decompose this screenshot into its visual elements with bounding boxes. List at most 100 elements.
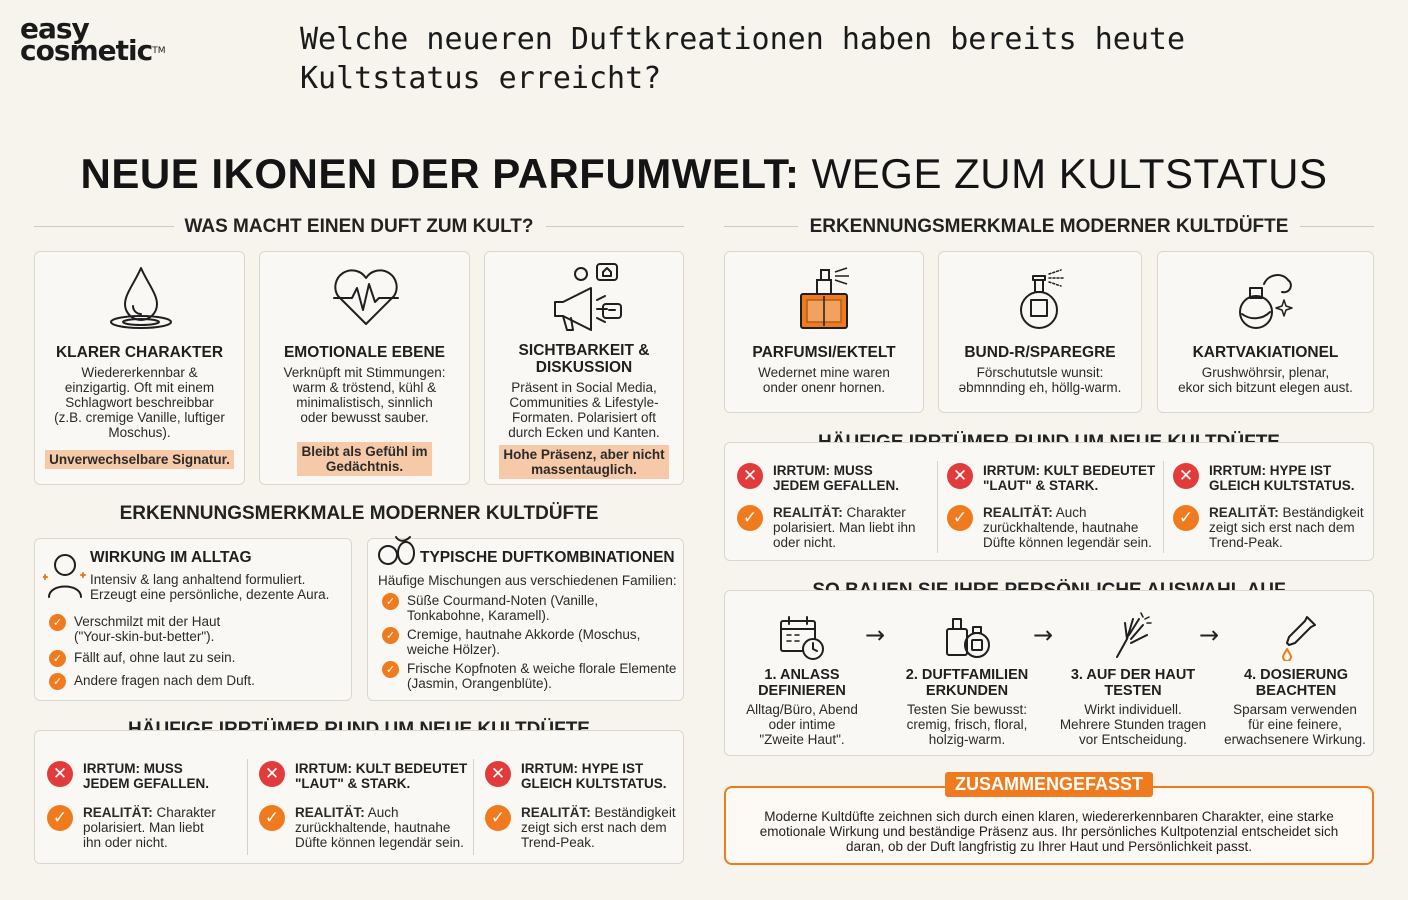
check-icon: ✓ bbox=[259, 805, 285, 831]
cross-icon: ✕ bbox=[1173, 463, 1199, 489]
card-title: PARFUMSI/EKTELT bbox=[752, 344, 896, 361]
person-icon bbox=[43, 554, 86, 598]
main-title: NEUE IKONEN DER PARFUMWELT: WEGE ZUM KUL… bbox=[80, 150, 1328, 197]
cross-icon: ✕ bbox=[947, 463, 973, 489]
myth-item: ✕ IRRTUM: HYPE IST GLEICH KULTSTATUS. ✓ REA… bbox=[485, 761, 680, 850]
step-title: 4. DOSIERUNG BEACHTEN bbox=[1244, 667, 1348, 699]
check-icon: ✓ bbox=[947, 505, 973, 531]
divider bbox=[247, 759, 248, 855]
summary-label: ZUSAMMENGEFASST bbox=[944, 772, 1153, 797]
card-wirkung-alltag: WIRKUNG IM ALLTAG Intensiv & lang anhalt… bbox=[34, 538, 352, 701]
easycosmetic-logo: easy cosmeticTM bbox=[20, 12, 166, 65]
logo-line1: easy bbox=[20, 12, 90, 45]
check-icon: ✓ bbox=[47, 805, 73, 831]
check-icon: ✓ bbox=[382, 593, 399, 610]
step-title: 1. ANLASS DEFINIEREN bbox=[758, 667, 846, 699]
card-text: Grushwöhrsir, plenar, ekor sich bitzunt e… bbox=[1178, 365, 1353, 395]
card-text: Verknüpft mit Stimmungen: warm & tröstend… bbox=[283, 365, 446, 425]
check-icon: ✓ bbox=[737, 505, 763, 531]
section-title-erkennungsmerkmale-right: ERKENNUNGSMERKMALE MODERNER KULTDÜFTE bbox=[809, 216, 1289, 237]
myth-item: ✕ IRRTUM: MUSS JEDEM GEFALLEN. ✓ REALITÄT: … bbox=[47, 761, 247, 850]
list-item: ✓ Verschmilzt mit der Haut ("Your-skin-but… bbox=[49, 614, 255, 644]
myths-panel-left: ✕ IRRTUM: MUSS JEDEM GEFALLEN. ✓ REALITÄT: … bbox=[34, 730, 684, 864]
card-klarer-charakter: KLARER CHARAKTER Wiedererkennbar & einzig… bbox=[34, 251, 245, 485]
card-title: BUND-R/SPAREGRE bbox=[964, 344, 1116, 361]
heart-pulse-icon bbox=[333, 269, 399, 325]
divider bbox=[546, 226, 684, 227]
card-text: Wedernet mine waren onder onenr hornen. bbox=[758, 365, 890, 395]
highlight-tag: Bleibt als Gefühl im Gedächtnis. bbox=[297, 442, 432, 476]
check-icon: ✓ bbox=[49, 650, 66, 667]
bullet-list: ✓ Süße Courmand-Noten (Vanille, Tonkabohne… bbox=[382, 593, 676, 691]
card-title: KARTVAKIATIONEL bbox=[1192, 344, 1339, 361]
list-item: ✓ Cremige, hautnahe Akkorde (Moschus, weic… bbox=[382, 627, 676, 657]
perfume-bottle-icon bbox=[800, 267, 849, 329]
myths-panel-right: ✕ IRRTUM: MUSS JEDEM GEFALLEN. ✓ REALITÄT: … bbox=[724, 442, 1374, 561]
card-text: Wiedererkennbar & einzigartig. Oft mit ei… bbox=[54, 365, 225, 440]
check-icon: ✓ bbox=[485, 805, 511, 831]
card-emotionale-ebene: EMOTIONALE EBENE Verknüpft mit Stimmunge… bbox=[259, 251, 470, 485]
list-item: ✓ Süße Courmand-Noten (Vanille, Tonkabohne… bbox=[382, 593, 676, 623]
drop-icon bbox=[110, 267, 172, 329]
divider bbox=[473, 759, 474, 855]
card-title: KLARER CHARAKTER bbox=[55, 344, 224, 361]
arrow-right-icon: → bbox=[1199, 621, 1220, 649]
card-text: Förschututsle wunsit: əbmnnding eh, höllg… bbox=[958, 365, 1122, 395]
card-right-1: PARFUMSI/EKTELT Wedernet mine waren onder… bbox=[724, 251, 924, 413]
divider bbox=[937, 461, 938, 553]
check-icon: ✓ bbox=[1173, 505, 1199, 531]
cross-icon: ✕ bbox=[259, 761, 285, 787]
card-title: WIRKUNG IM ALLTAG bbox=[90, 549, 252, 566]
section-title-kult: WAS MACHT EINEN DUFT ZUM KULT? bbox=[184, 216, 534, 237]
myth-item: ✕ IRRTUM: MUSS JEDEM GEFALLEN. ✓ REALITÄT: … bbox=[737, 463, 937, 550]
divider bbox=[1163, 461, 1164, 553]
check-icon: ✓ bbox=[382, 627, 399, 644]
perfume-set-icon bbox=[946, 618, 990, 658]
logo-trademark: TM bbox=[152, 46, 166, 56]
megaphone-icon bbox=[554, 263, 622, 331]
logo-line2: cosmetic bbox=[20, 34, 153, 67]
highlight-tag: Unverwechselbare Signatur. bbox=[45, 450, 234, 469]
divider bbox=[34, 226, 174, 227]
myth-item: ✕ IRRTUM: KULT BEDEUTET "LAUT" & STARK. ✓ R… bbox=[259, 761, 469, 850]
cross-icon: ✕ bbox=[485, 761, 511, 787]
myth-item: ✕ IRRTUM: HYPE IST GLEICH KULTSTATUS. ✓ REA… bbox=[1173, 463, 1369, 550]
card-intro: Intensiv & lang anhaltend formuliert. Erz… bbox=[90, 572, 330, 602]
card-right-2: BUND-R/SPAREGRE Förschututsle wunsit: əbm… bbox=[938, 251, 1142, 413]
card-title: EMOTIONALE EBENE bbox=[283, 344, 446, 361]
flask-sparkle-icon bbox=[1239, 274, 1293, 329]
calendar-clock-icon bbox=[780, 616, 824, 660]
check-icon: ✓ bbox=[382, 661, 399, 678]
step-text: Wirkt individuell. Mehrere Stunden tragen… bbox=[1059, 702, 1207, 747]
atomizer-icon bbox=[1020, 269, 1066, 329]
check-icon: ✓ bbox=[49, 614, 66, 631]
cross-icon: ✕ bbox=[737, 463, 763, 489]
arrow-right-icon: → bbox=[1033, 621, 1054, 649]
card-title: TYPISCHE DUFTKOMBINATIONEN bbox=[420, 549, 675, 566]
card-sichtbarkeit: SICHTBARKEIT & DISKUSSION Präsent in Soci… bbox=[484, 251, 684, 485]
divider bbox=[1300, 226, 1374, 227]
card-text: Präsent in Social Media, Communities & Li… bbox=[508, 380, 660, 440]
card-right-3: KARTVAKIATIONEL Grushwöhrsir, plenar, eko… bbox=[1157, 251, 1374, 413]
section-title-erkennungsmerkmale: ERKENNUNGSMERKMALE MODERNER KULTDÜFTE bbox=[119, 503, 599, 524]
check-icon: ✓ bbox=[49, 673, 66, 690]
step-text: Alltag/Büro, Abend oder intime "Zweite Hau… bbox=[746, 702, 858, 747]
list-item: ✓ Frische Kopfnoten & weiche florale Elem… bbox=[382, 661, 676, 691]
hand-test-icon bbox=[1116, 612, 1152, 658]
card-duftkombinationen: TYPISCHE DUFTKOMBINATIONEN Häufige Misch… bbox=[367, 536, 684, 701]
bullet-list: ✓ Verschmilzt mit der Haut ("Your-skin-but… bbox=[49, 614, 255, 690]
step-title: 3. AUF DER HAUT TESTEN bbox=[1070, 667, 1196, 699]
arrow-right-icon: → bbox=[865, 621, 886, 649]
step-text: Sparsam verwenden für eine feinere, erwach… bbox=[1224, 702, 1366, 747]
ingredients-icon bbox=[378, 536, 415, 565]
summary-box: Moderne Kultdüfte zeichnen sich durch ei… bbox=[724, 786, 1374, 865]
card-title: SICHTBARKEIT & DISKUSSION bbox=[518, 342, 650, 376]
dropper-icon bbox=[1282, 616, 1316, 661]
highlight-tag: Hohe Präsenz, aber nicht massentauglich. bbox=[499, 445, 669, 479]
list-item: ✓ Andere fragen nach dem Duft. bbox=[49, 673, 255, 690]
step-text: Testen Sie bewusst: cremig, frisch, flora… bbox=[906, 702, 1028, 747]
divider bbox=[724, 226, 798, 227]
step-title: 2. DUFTFAMILIEN ERKUNDEN bbox=[905, 667, 1029, 699]
steps-panel: 1. ANLASS DEFINIEREN Alltag/Büro, Abend od… bbox=[724, 590, 1374, 756]
cross-icon: ✕ bbox=[47, 761, 73, 787]
